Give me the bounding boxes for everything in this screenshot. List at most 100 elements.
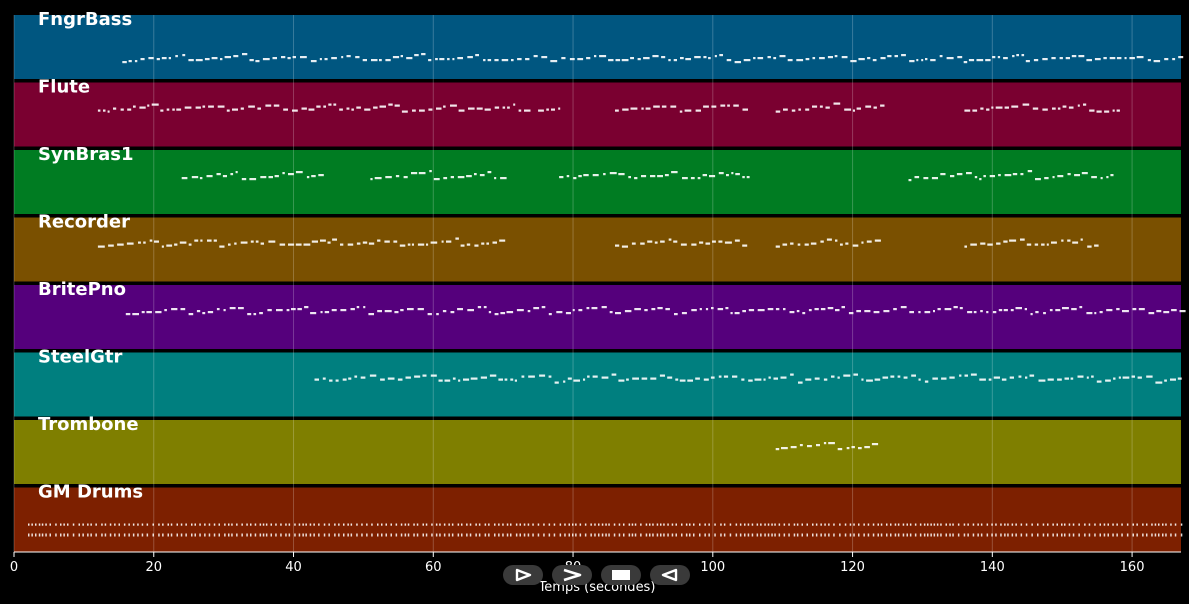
note-mark-gm-drums bbox=[231, 533, 233, 537]
note-mark-flute bbox=[97, 109, 101, 112]
note-mark-britepno bbox=[1156, 310, 1162, 313]
note-mark-gm-drums bbox=[167, 523, 169, 526]
note-mark-gm-drums bbox=[972, 523, 975, 526]
note-mark-gm-drums bbox=[671, 533, 674, 537]
note-mark-gm-drums bbox=[213, 533, 216, 537]
note-mark-britepno bbox=[657, 307, 663, 310]
note-mark-gm-drums bbox=[559, 533, 562, 537]
note-mark-fngrbass bbox=[439, 58, 445, 61]
note-mark-britepno bbox=[624, 310, 632, 313]
note-mark-steelgtr bbox=[360, 376, 366, 379]
note-mark-gm-drums bbox=[224, 533, 226, 537]
note-mark-recorder bbox=[154, 240, 159, 243]
note-mark-britepno bbox=[1015, 307, 1022, 310]
note-mark-britepno bbox=[1049, 309, 1053, 312]
note-mark-gm-drums bbox=[478, 523, 481, 526]
note-mark-recorder bbox=[384, 240, 390, 243]
note-mark-gm-drums bbox=[506, 523, 509, 526]
note-mark-recorder bbox=[1009, 239, 1017, 242]
note-mark-gm-drums bbox=[1146, 533, 1148, 537]
note-mark-gm-drums bbox=[502, 523, 504, 526]
note-mark-britepno bbox=[615, 312, 621, 315]
note-mark-flute bbox=[972, 109, 978, 112]
note-mark-recorder bbox=[1020, 238, 1025, 241]
note-mark-britepno bbox=[394, 311, 399, 314]
note-mark-fngrbass bbox=[324, 58, 328, 61]
note-mark-fngrbass bbox=[233, 55, 239, 58]
note-mark-recorder bbox=[347, 243, 354, 246]
note-mark-recorder bbox=[699, 241, 704, 244]
note-mark-gm-drums bbox=[128, 523, 130, 526]
play-button[interactable] bbox=[503, 565, 543, 585]
note-mark-synbras1 bbox=[742, 176, 745, 179]
note-mark-steelgtr bbox=[548, 375, 552, 378]
note-mark-recorder bbox=[980, 242, 986, 245]
note-mark-gm-drums bbox=[1170, 523, 1172, 526]
note-mark-gm-drums bbox=[930, 533, 932, 537]
fast-forward-button[interactable] bbox=[552, 565, 592, 585]
note-mark-gm-drums bbox=[1061, 523, 1063, 526]
note-mark-flute bbox=[622, 108, 629, 111]
note-mark-synbras1 bbox=[443, 177, 448, 180]
note-mark-gm-drums bbox=[575, 523, 577, 526]
note-mark-gm-drums bbox=[667, 533, 669, 537]
note-mark-gm-drums bbox=[598, 533, 600, 537]
note-mark-gm-drums bbox=[628, 523, 631, 526]
note-mark-synbras1 bbox=[235, 171, 238, 174]
note-mark-recorder bbox=[1087, 245, 1092, 248]
note-mark-britepno bbox=[155, 311, 162, 314]
note-mark-gm-drums bbox=[1158, 523, 1160, 526]
note-mark-fngrbass bbox=[834, 55, 838, 58]
note-mark-fngrbass bbox=[292, 56, 296, 59]
note-mark-fngrbass bbox=[992, 56, 996, 59]
note-mark-gm-drums bbox=[1142, 533, 1144, 537]
note-mark-gm-drums bbox=[751, 533, 754, 537]
note-mark-britepno bbox=[310, 312, 317, 315]
note-mark-steelgtr bbox=[918, 378, 921, 381]
note-mark-flute bbox=[436, 107, 442, 110]
note-mark-britepno bbox=[1010, 309, 1014, 312]
note-mark-recorder bbox=[615, 244, 620, 247]
note-mark-synbras1 bbox=[697, 177, 701, 180]
note-mark-fngrbass bbox=[872, 59, 877, 62]
note-mark-gm-drums bbox=[1094, 533, 1096, 537]
note-mark-flute bbox=[328, 103, 332, 106]
note-mark-steelgtr bbox=[335, 379, 339, 382]
note-mark-trombone bbox=[858, 447, 862, 450]
note-mark-britepno bbox=[992, 311, 997, 314]
note-mark-gm-drums bbox=[1037, 533, 1039, 537]
note-mark-fngrbass bbox=[767, 56, 771, 59]
note-mark-flute bbox=[428, 108, 433, 111]
note-mark-britepno bbox=[297, 308, 302, 311]
note-mark-gm-drums bbox=[788, 533, 790, 537]
note-mark-synbras1 bbox=[474, 173, 477, 176]
note-mark-britepno bbox=[407, 308, 414, 311]
stop-button[interactable] bbox=[601, 565, 641, 585]
note-mark-gm-drums bbox=[729, 523, 732, 526]
note-mark-flute bbox=[513, 103, 516, 106]
note-mark-gm-drums bbox=[191, 523, 193, 526]
note-mark-gm-drums bbox=[478, 533, 481, 537]
note-mark-fngrbass bbox=[594, 55, 597, 58]
note-mark-gm-drums bbox=[693, 533, 695, 537]
track-panel-synbras1 bbox=[14, 150, 1181, 214]
rewind-button[interactable] bbox=[650, 565, 690, 585]
note-mark-gm-drums bbox=[824, 533, 826, 537]
note-mark-gm-drums bbox=[933, 523, 936, 526]
note-mark-steelgtr bbox=[1077, 375, 1084, 378]
note-mark-synbras1 bbox=[1110, 174, 1114, 177]
note-mark-recorder bbox=[691, 243, 697, 246]
note-mark-steelgtr bbox=[970, 373, 977, 376]
note-mark-synbras1 bbox=[487, 171, 492, 174]
note-mark-gm-drums bbox=[756, 523, 759, 526]
note-mark-gm-drums bbox=[1084, 523, 1086, 526]
note-mark-gm-drums bbox=[1170, 533, 1172, 537]
note-mark-recorder bbox=[200, 239, 203, 242]
note-mark-flute bbox=[645, 107, 651, 110]
note-mark-steelgtr bbox=[514, 379, 517, 382]
note-mark-gm-drums bbox=[1132, 533, 1134, 537]
note-mark-gm-drums bbox=[645, 533, 648, 537]
note-mark-britepno bbox=[500, 312, 506, 315]
note-mark-gm-drums bbox=[663, 533, 665, 537]
note-mark-fngrbass bbox=[287, 57, 291, 60]
